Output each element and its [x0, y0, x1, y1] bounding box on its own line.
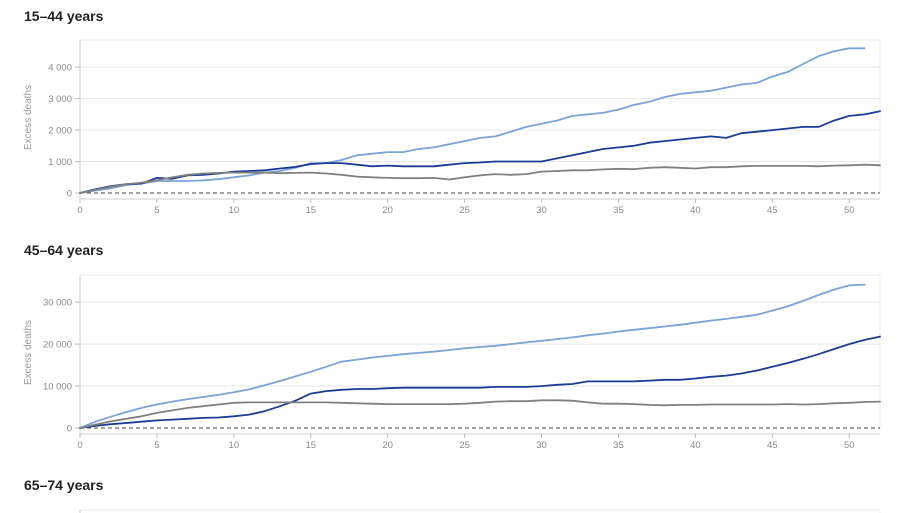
series-line-3	[79, 163, 881, 194]
x-tick-label: 15	[305, 440, 316, 451]
y-tick-label: 1 000	[48, 157, 72, 168]
y-tick-label: 10 000	[43, 382, 72, 393]
y-tick-label: 20 000	[43, 340, 72, 351]
chart-45-64: 0 10 000 20 000 30 000 Excess deaths 0 5 10 15 20…	[23, 274, 881, 451]
series-line-2	[79, 335, 881, 429]
x-tick-label: 35	[613, 205, 624, 216]
x-tick-label: 30	[536, 205, 547, 216]
x-tick-label: 10	[229, 440, 240, 451]
chart-65-74-top-edge	[79, 509, 881, 513]
x-tick-label: 45	[767, 205, 778, 216]
x-tick-label: 20	[382, 440, 393, 451]
y-tick-label: 0	[67, 189, 72, 200]
x-tick-label: 10	[229, 205, 240, 216]
y-tick-label: 4 000	[48, 63, 72, 74]
x-tick-label: 5	[154, 205, 159, 216]
y-axis-label: Excess deaths	[23, 85, 34, 150]
x-tick-label: 0	[77, 205, 82, 216]
x-tick-label: 5	[154, 440, 159, 451]
x-tick-label: 15	[305, 205, 316, 216]
x-tick-label: 0	[77, 440, 82, 451]
y-tick-label: 3 000	[48, 94, 72, 105]
panel-title-65-74: 65–74 years	[24, 477, 104, 493]
x-tick-label: 40	[690, 205, 701, 216]
x-tick-label: 45	[767, 440, 778, 451]
x-tick-label: 50	[844, 440, 855, 451]
x-tick-label: 50	[844, 205, 855, 216]
panel-title-45-64: 45–64 years	[24, 242, 104, 258]
x-tick-label: 35	[613, 440, 624, 451]
y-tick-label: 0	[67, 424, 72, 435]
x-tick-label: 40	[690, 440, 701, 451]
y-tick-label: 30 000	[43, 298, 72, 309]
x-tick-label: 30	[536, 440, 547, 451]
x-tick-label: 25	[459, 205, 470, 216]
series-line-1	[79, 283, 866, 429]
chart-15-44: 0 1 000 2 000 3 000 4 000 Excess deaths 0 5 10 15…	[23, 39, 881, 216]
panel-title-15-44: 15–44 years	[24, 8, 104, 24]
y-tick-label: 2 000	[48, 126, 72, 137]
series-line-1	[79, 47, 866, 194]
x-tick-label: 25	[459, 440, 470, 451]
x-tick-label: 20	[382, 205, 393, 216]
y-axis-label: Excess deaths	[23, 320, 34, 385]
series-line-3	[79, 399, 881, 429]
